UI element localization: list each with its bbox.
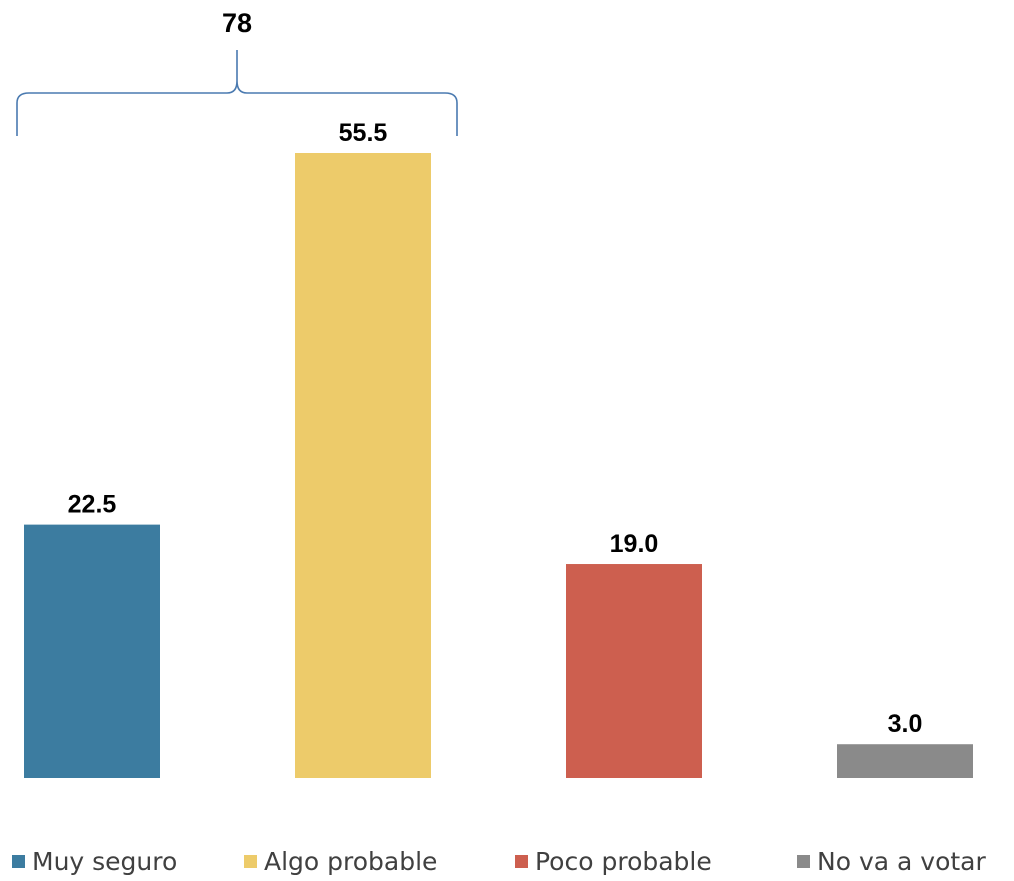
legend-item-algo-probable: Algo probable — [244, 847, 437, 876]
legend-item-no-va-a-votar: No va a votar — [797, 847, 986, 876]
bracket-annotation: 78 — [16, 8, 458, 136]
data-label-muy-seguro: 22.5 — [68, 491, 117, 519]
bracket-line — [16, 50, 458, 136]
legend-swatch — [12, 855, 25, 868]
legend-label: Algo probable — [264, 847, 437, 876]
legend-swatch — [515, 855, 528, 868]
data-label-poco-probable: 19.0 — [610, 530, 659, 558]
data-label-algo-probable: 55.5 — [339, 119, 388, 147]
bracket-total-label: 78 — [222, 8, 252, 38]
legend-swatch — [797, 855, 810, 868]
legend-swatch — [244, 855, 257, 868]
legend-item-muy-seguro: Muy seguro — [12, 847, 177, 876]
bar-muy-seguro — [24, 524, 160, 778]
data-label-no-va-a-votar: 3.0 — [888, 710, 923, 738]
legend-label: Poco probable — [535, 847, 712, 876]
bar-algo-probable — [295, 153, 431, 778]
bar-no-va-a-votar — [837, 744, 973, 778]
bar-labels-group: 22.5 55.5 19.0 3.0 — [68, 119, 923, 738]
legend: Muy seguro Algo probable Poco probable No v… — [12, 847, 986, 876]
bars-group — [24, 153, 973, 778]
legend-label: No va a votar — [817, 847, 986, 876]
legend-label: Muy seguro — [32, 847, 177, 876]
bar-poco-probable — [566, 564, 702, 778]
legend-item-poco-probable: Poco probable — [515, 847, 712, 876]
